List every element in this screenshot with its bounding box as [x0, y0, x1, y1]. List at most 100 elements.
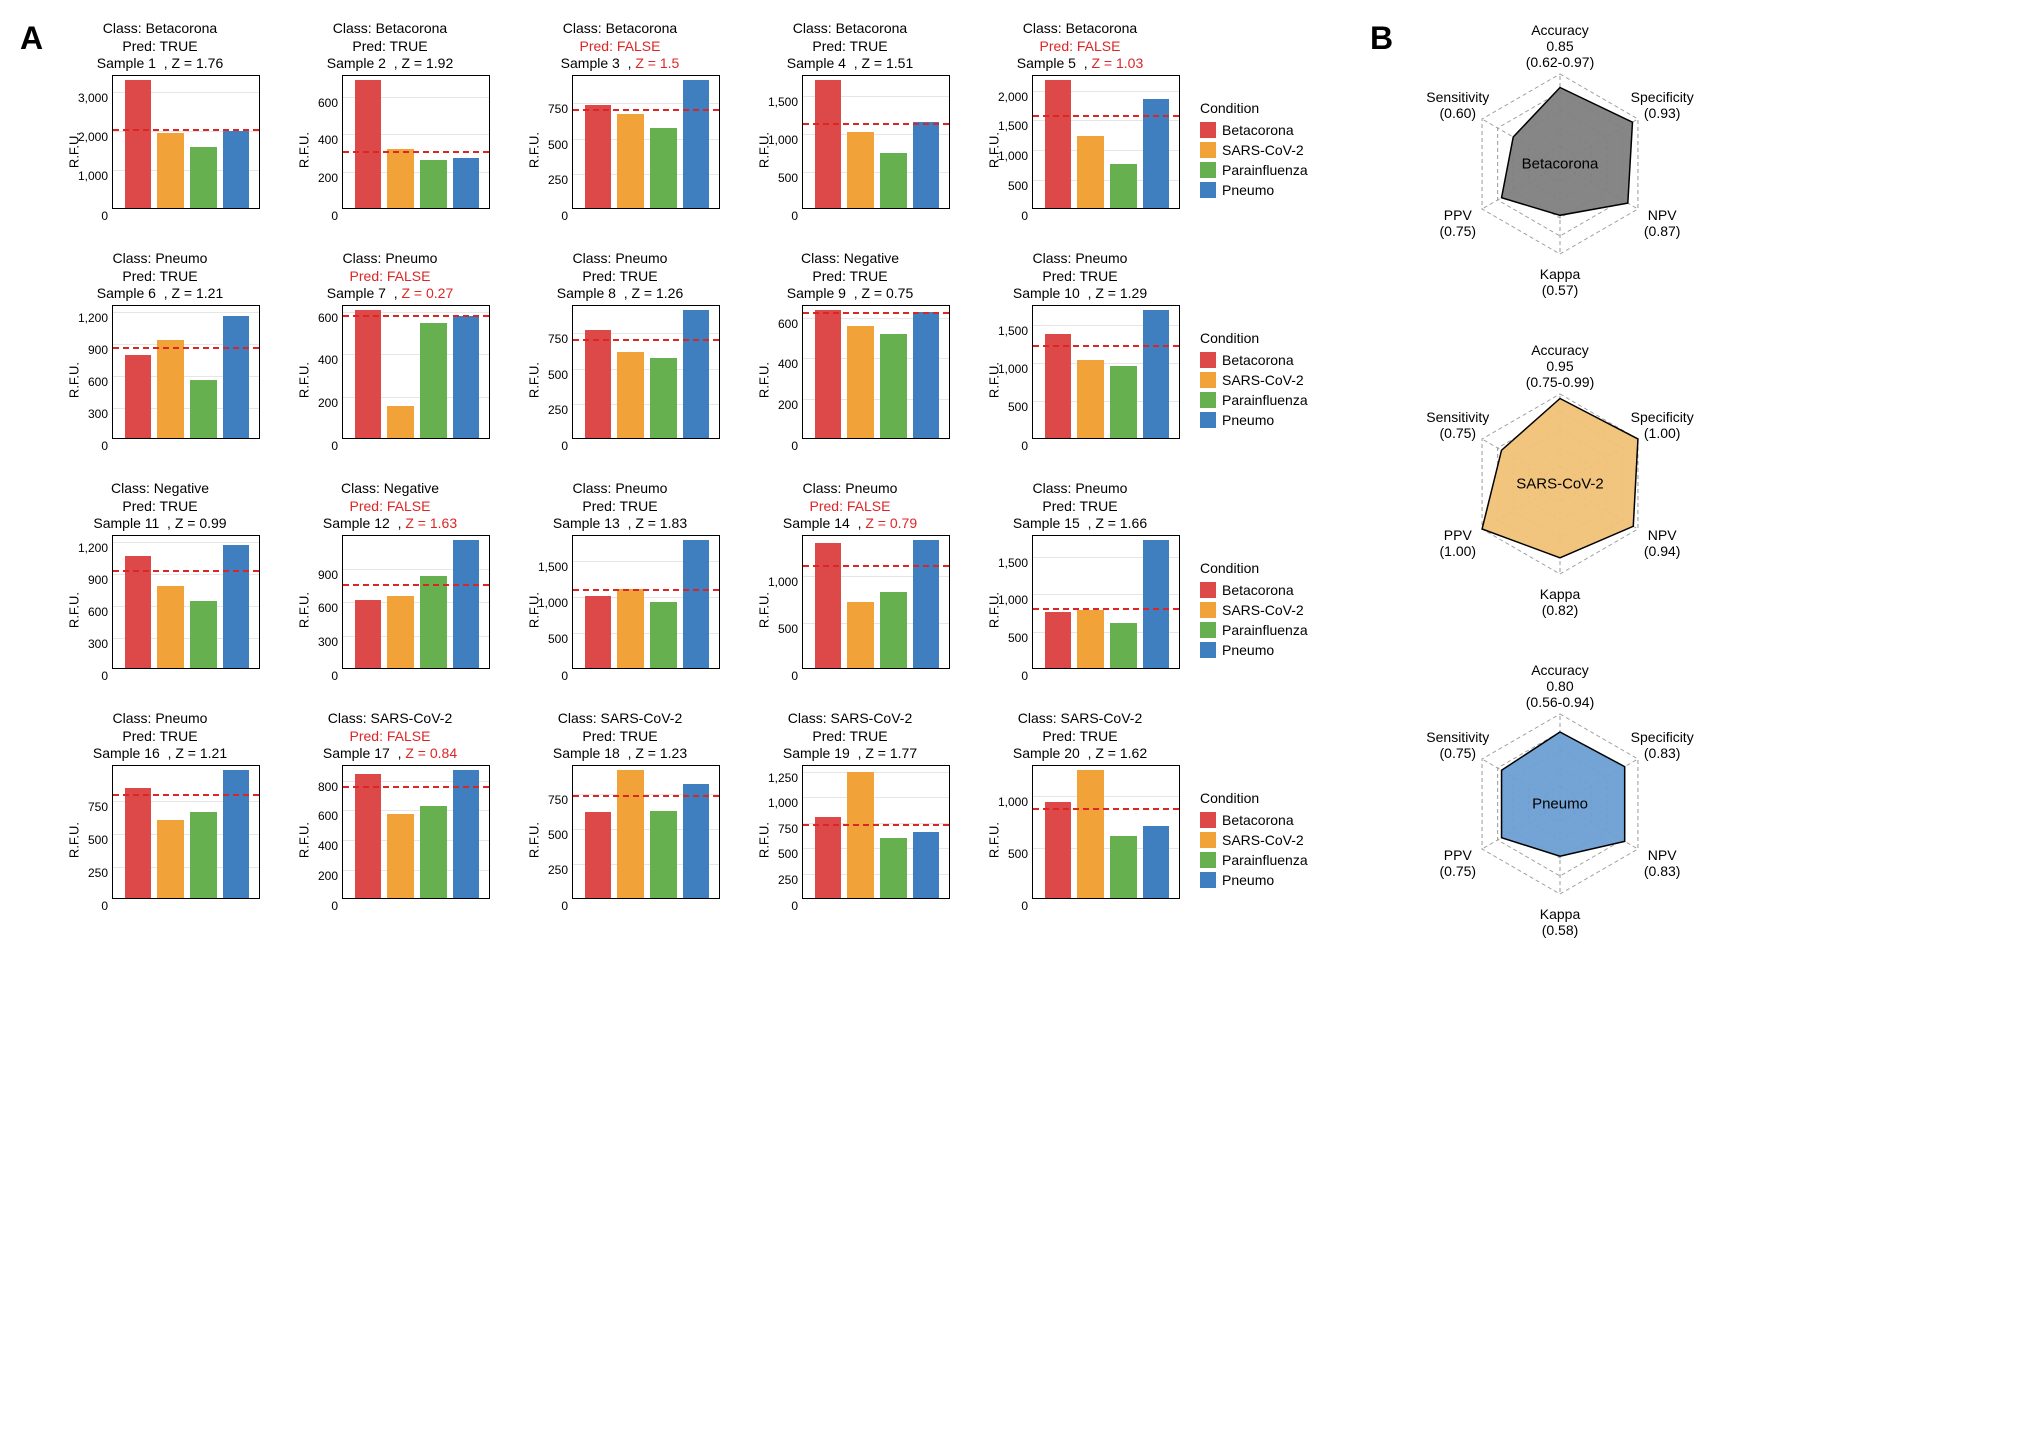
bar-chart-grid: Class: BetacoronaPred: TRUESample 1 , Z … [50, 20, 1340, 930]
legend-label: Pneumo [1222, 412, 1274, 428]
radar-axis-label: Kappa(0.58) [1505, 906, 1615, 938]
sample-z-label: Sample 2 , Z = 1.92 [327, 55, 453, 73]
bar-sars-cov-2 [157, 820, 184, 898]
y-tick-label: 500 [748, 847, 798, 861]
y-tick-label: 750 [748, 822, 798, 836]
chart-title-block: Class: BetacoronaPred: TRUESample 2 , Z … [327, 20, 453, 73]
legend-item: Parainfluenza [1200, 622, 1340, 638]
y-tick-label: 500 [518, 368, 568, 382]
radar-axis-label: Accuracy0.85(0.62-0.97) [1505, 22, 1615, 70]
bar-chart: Class: SARS-CoV-2Pred: TRUESample 20 , Z… [970, 710, 1190, 930]
chart-title-block: Class: SARS-CoV-2Pred: TRUESample 18 , Z… [553, 710, 687, 763]
radar-axis-label: NPV(0.83) [1607, 847, 1717, 879]
pred-label: Pred: FALSE [323, 728, 457, 746]
bar-betacorona [1045, 80, 1072, 208]
chart-title-block: Class: PneumoPred: TRUESample 10 , Z = 1… [1013, 250, 1147, 303]
y-tick-label: 0 [58, 439, 108, 453]
bar-pneumo [913, 122, 940, 208]
y-tick-label: 900 [58, 343, 108, 357]
y-tick-label: 900 [288, 568, 338, 582]
y-tick-label: 600 [288, 311, 338, 325]
sample-z-label: Sample 13 , Z = 1.83 [553, 515, 687, 533]
gridline [803, 797, 949, 798]
sample-z-label: Sample 16 , Z = 1.21 [93, 745, 227, 763]
y-tick-label: 0 [978, 899, 1028, 913]
bar-parainfluenza [190, 601, 217, 668]
legend-title: Condition [1200, 100, 1340, 116]
sample-z-label: Sample 11 , Z = 0.99 [93, 515, 226, 533]
chart-area: R.F.U.0250500750 [520, 305, 720, 455]
radar-axis-label: Sensitivity(0.75) [1403, 409, 1513, 441]
bar-sars-cov-2 [617, 114, 644, 208]
bar-chart: Class: BetacoronaPred: TRUESample 1 , Z … [50, 20, 270, 240]
pred-label: Pred: TRUE [787, 268, 913, 286]
legend-swatch [1200, 182, 1216, 198]
radar-axis-label: Specificity(0.83) [1607, 729, 1717, 761]
legend-label: Pneumo [1222, 182, 1274, 198]
bar-sars-cov-2 [157, 133, 184, 208]
bar-sars-cov-2 [157, 586, 184, 668]
legend-item: Parainfluenza [1200, 162, 1340, 178]
legend-label: SARS-CoV-2 [1222, 602, 1304, 618]
bar-sars-cov-2 [1077, 136, 1104, 207]
y-tick-label: 0 [58, 669, 108, 683]
threshold-line [343, 151, 489, 153]
pred-label: Pred: TRUE [93, 728, 227, 746]
gridline [803, 772, 949, 773]
bar-chart: Class: PneumoPred: TRUESample 16 , Z = 1… [50, 710, 270, 930]
sample-z-label: Sample 8 , Z = 1.26 [557, 285, 683, 303]
bar-pneumo [223, 316, 250, 437]
bar-parainfluenza [420, 160, 447, 208]
bar-parainfluenza [190, 812, 217, 898]
pred-label: Pred: FALSE [561, 38, 680, 56]
legend-item: Pneumo [1200, 412, 1340, 428]
y-tick-label: 2,000 [978, 90, 1028, 104]
y-tick-label: 250 [58, 866, 108, 880]
threshold-line [803, 565, 949, 567]
chart-area: R.F.U.0200400600 [750, 305, 950, 455]
threshold-line [113, 347, 259, 349]
bar-chart: Class: PneumoPred: FALSESample 14 , Z = … [740, 480, 960, 700]
class-label: Class: Betacorona [787, 20, 913, 38]
class-label: Class: Pneumo [553, 480, 687, 498]
y-tick-label: 500 [518, 138, 568, 152]
bar-betacorona [1045, 802, 1072, 897]
bar-parainfluenza [880, 838, 907, 897]
legend-label: Parainfluenza [1222, 622, 1308, 638]
bar-betacorona [815, 817, 842, 898]
sample-z-label: Sample 6 , Z = 1.21 [97, 285, 223, 303]
chart-area: R.F.U.03006009001,200 [60, 535, 260, 685]
y-tick-label: 300 [58, 407, 108, 421]
y-tick-label: 600 [288, 601, 338, 615]
y-tick-label: 1,500 [978, 324, 1028, 338]
sample-z-label: Sample 18 , Z = 1.23 [553, 745, 687, 763]
radar-column: Accuracy0.85(0.62-0.97)Specificity(0.93)… [1400, 20, 1720, 960]
bar-parainfluenza [650, 128, 677, 207]
chart-area: R.F.U.0250500750 [520, 75, 720, 225]
y-tick-label: 1,000 [748, 796, 798, 810]
bar-parainfluenza [650, 602, 677, 667]
bar-chart: Class: PneumoPred: TRUESample 8 , Z = 1.… [510, 250, 730, 470]
sample-z-label: Sample 20 , Z = 1.62 [1013, 745, 1147, 763]
y-tick-label: 800 [288, 780, 338, 794]
bar-betacorona [355, 80, 382, 208]
chart-area: R.F.U.0300600900 [290, 535, 490, 685]
threshold-line [803, 824, 949, 826]
chart-title-block: Class: PneumoPred: TRUESample 15 , Z = 1… [1013, 480, 1147, 533]
threshold-line [113, 570, 259, 572]
bar-betacorona [125, 355, 152, 438]
chart-area: R.F.U.0250500750 [520, 765, 720, 915]
legend-item: SARS-CoV-2 [1200, 832, 1340, 848]
y-tick-label: 1,000 [518, 596, 568, 610]
radar-chart: Accuracy0.85(0.62-0.97)Specificity(0.93)… [1400, 20, 1720, 320]
y-tick-label: 1,500 [978, 556, 1028, 570]
plot-area [342, 765, 490, 899]
pred-label: Pred: TRUE [97, 38, 223, 56]
bar-chart: Class: PneumoPred: TRUESample 10 , Z = 1… [970, 250, 1190, 470]
radar-axis-label: Kappa(0.82) [1505, 586, 1615, 618]
legend-swatch [1200, 852, 1216, 868]
bar-parainfluenza [650, 358, 677, 437]
y-tick-label: 500 [978, 847, 1028, 861]
bar-sars-cov-2 [387, 149, 414, 207]
bar-chart: Class: SARS-CoV-2Pred: FALSESample 17 , … [280, 710, 500, 930]
